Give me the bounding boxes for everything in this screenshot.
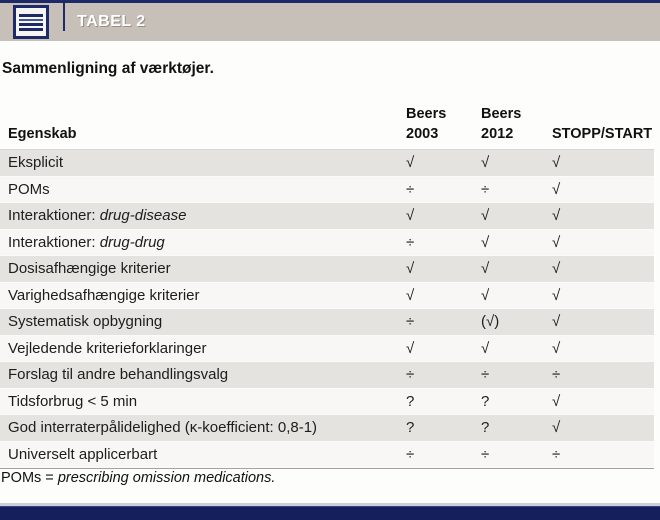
- row-label-text: Universelt applicerbart: [8, 445, 158, 463]
- column-header-egenskab: Egenskab: [8, 126, 77, 142]
- cell-beers-2003: √: [406, 154, 415, 172]
- cell-beers-2012: ?: [481, 419, 490, 437]
- row-label: Forslag til andre behandlingsvalg: [0, 366, 398, 383]
- cell-beers-2012: ÷: [481, 366, 490, 384]
- column-header-beers-2003: Beers 2003: [406, 106, 447, 142]
- cell-beers-2012: √: [481, 339, 490, 357]
- row-label: Varighedsafhængige kriterier: [0, 287, 398, 304]
- cell-stopp-start: √: [552, 339, 561, 357]
- cell-beers-2003: √: [406, 260, 415, 278]
- row-label: POMs: [0, 181, 398, 198]
- row-label-italic: drug-drug: [99, 233, 165, 251]
- icon-line: [19, 18, 43, 21]
- table-row: Interaktioner: drug-disease √ √ √: [0, 203, 654, 230]
- cell-stopp-start: ÷: [552, 366, 561, 384]
- cell-stopp-start: √: [552, 286, 561, 304]
- cell-stopp-start: √: [552, 233, 561, 251]
- cell-beers-2012: ?: [481, 392, 490, 410]
- row-label: Systematisk opbygning: [0, 313, 398, 330]
- row-label-text: Dosisafhængige kriterier: [8, 260, 171, 278]
- row-label-text: Interaktioner:: [8, 233, 100, 251]
- table-row: Vejledende kriterieforklaringer √ √ √: [0, 335, 654, 362]
- row-label-text: POMs: [8, 180, 50, 198]
- cell-beers-2003: ?: [406, 419, 415, 437]
- cell-beers-2012: √: [481, 233, 490, 251]
- row-label-text: Interaktioner:: [8, 207, 100, 225]
- cell-beers-2003: ÷: [406, 313, 415, 331]
- table-row: Varighedsafhængige kriterier √ √ √: [0, 282, 654, 309]
- cell-beers-2012: (√): [481, 313, 500, 331]
- row-label: Tidsforbrug < 5 min: [0, 393, 398, 410]
- cell-stopp-start: √: [552, 313, 561, 331]
- cell-stopp-start: √: [552, 154, 561, 172]
- icon-line: [19, 13, 43, 17]
- table-row: God interraterpålidelighed (κ-koefficien…: [0, 415, 654, 442]
- top-border-line: [0, 0, 660, 3]
- cell-beers-2012: ÷: [481, 180, 490, 198]
- table-tag-label: TABEL 2: [77, 13, 146, 30]
- column-header-beers-2012: Beers 2012: [481, 106, 522, 142]
- table-row: Forslag til andre behandlingsvalg ÷ ÷ ÷: [0, 362, 654, 389]
- cell-stopp-start: √: [552, 180, 561, 198]
- bottom-navy-bar: [0, 506, 660, 520]
- cell-stopp-start: ÷: [552, 445, 561, 463]
- cell-beers-2003: √: [406, 339, 415, 357]
- cell-stopp-start: √: [552, 260, 561, 278]
- table-row: POMs ÷ ÷ √: [0, 176, 654, 203]
- cell-beers-2003: √: [406, 207, 415, 225]
- row-label: God interraterpålidelighed (κ-koefficien…: [0, 419, 398, 436]
- row-label-text: God interraterpålidelighed (κ-koefficien…: [8, 419, 318, 437]
- table-row: Dosisafhængige kriterier √ √ √: [0, 256, 654, 283]
- row-label: Universelt applicerbart: [0, 446, 398, 463]
- row-label-italic: drug-disease: [99, 207, 187, 225]
- footnote-prefix: POMs =: [1, 470, 58, 486]
- cell-beers-2003: ÷: [406, 233, 415, 251]
- table-row: Interaktioner: drug-drug ÷ √ √: [0, 229, 654, 256]
- table-list-icon: [13, 5, 49, 39]
- row-label: Dosisafhængige kriterier: [0, 260, 398, 277]
- cell-beers-2012: √: [481, 260, 490, 278]
- row-label-text: Systematisk opbygning: [8, 313, 163, 331]
- table-header-bar: TABEL 2: [0, 3, 660, 41]
- cell-beers-2003: ?: [406, 392, 415, 410]
- cell-beers-2003: ÷: [406, 366, 415, 384]
- row-label: Interaktioner: drug-drug: [0, 234, 398, 251]
- table-caption: Sammenligning af værktøjer.: [2, 60, 214, 77]
- bottom-light-line: [0, 503, 660, 506]
- icon-line: [19, 27, 43, 31]
- table-row: Tidsforbrug < 5 min ? ? √: [0, 388, 654, 415]
- column-header-stopp-start: STOPP/START: [552, 126, 653, 142]
- cell-beers-2012: √: [481, 154, 490, 172]
- cell-beers-2012: √: [481, 286, 490, 304]
- cell-beers-2012: ÷: [481, 445, 490, 463]
- row-label-text: Varighedsafhængige kriterier: [8, 286, 200, 304]
- cell-stopp-start: √: [552, 207, 561, 225]
- table-row: Systematisk opbygning ÷ (√) √: [0, 309, 654, 336]
- table-body: Eksplicit √ √ √ POMs ÷ ÷ √ Interaktioner…: [0, 149, 654, 469]
- cell-beers-2003: √: [406, 286, 415, 304]
- row-label-text: Eksplicit: [8, 154, 64, 172]
- table-footnote: POMs = prescribing omission medications.: [1, 470, 275, 486]
- row-label-text: Tidsforbrug < 5 min: [8, 392, 138, 410]
- column-header-row: Egenskab Beers 2003 Beers 2012 STOPP/STA…: [0, 96, 654, 148]
- row-label: Vejledende kriterieforklaringer: [0, 340, 398, 357]
- row-label: Interaktioner: drug-disease: [0, 207, 398, 224]
- cell-beers-2012: √: [481, 207, 490, 225]
- table-row: Eksplicit √ √ √: [0, 150, 654, 177]
- cell-beers-2003: ÷: [406, 180, 415, 198]
- table-row: Universelt applicerbart ÷ ÷ ÷: [0, 441, 654, 468]
- row-label-text: Vejledende kriterieforklaringer: [8, 339, 207, 357]
- row-label-text: Forslag til andre behandlingsvalg: [8, 366, 229, 384]
- row-label: Eksplicit: [0, 154, 398, 171]
- cell-stopp-start: √: [552, 419, 561, 437]
- cell-beers-2003: ÷: [406, 445, 415, 463]
- cell-stopp-start: √: [552, 392, 561, 410]
- footnote-italic: prescribing omission medications.: [57, 470, 276, 486]
- icon-line: [19, 22, 43, 26]
- header-divider: [63, 3, 65, 31]
